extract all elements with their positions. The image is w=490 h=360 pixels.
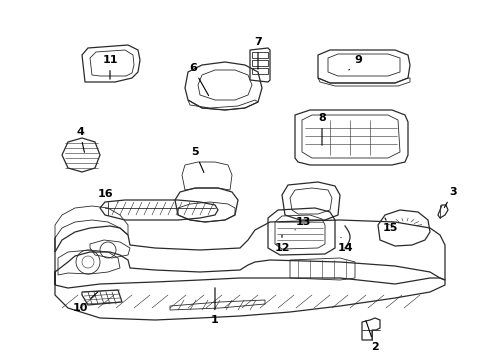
Text: 3: 3 — [444, 187, 457, 208]
Text: 14: 14 — [337, 238, 353, 253]
Text: 15: 15 — [382, 218, 398, 233]
Text: 8: 8 — [318, 113, 326, 145]
Text: 11: 11 — [102, 55, 118, 79]
Text: 16: 16 — [97, 189, 118, 202]
Text: 2: 2 — [366, 321, 379, 352]
Text: 7: 7 — [254, 37, 262, 69]
Text: 6: 6 — [189, 63, 209, 96]
Text: 4: 4 — [76, 127, 84, 152]
Text: 1: 1 — [211, 288, 219, 325]
Text: 12: 12 — [274, 235, 290, 253]
Text: 13: 13 — [295, 217, 311, 230]
Text: 5: 5 — [191, 147, 204, 172]
Text: 9: 9 — [349, 55, 362, 70]
Text: 10: 10 — [73, 292, 98, 313]
